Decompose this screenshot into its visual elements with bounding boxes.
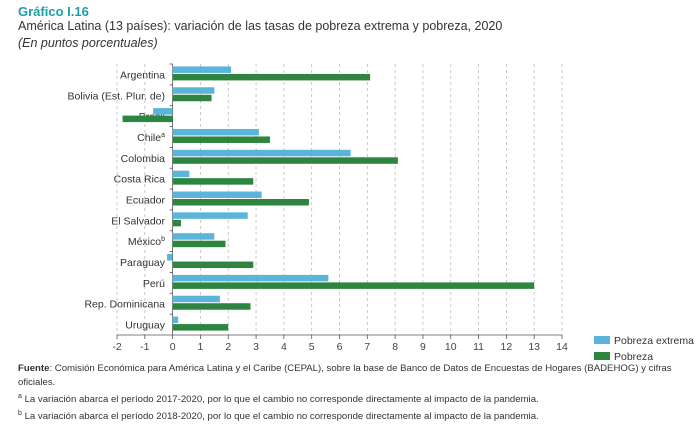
bar-pobreza-extrema [172, 149, 351, 157]
bar-pobreza-extrema [172, 87, 215, 94]
bar-pobreza-extrema [153, 108, 173, 115]
bar-pobreza-extrema [167, 254, 173, 261]
x-tick-label: 1 [198, 341, 204, 353]
bar-pobreza [172, 303, 251, 310]
category-label: Chilea [137, 132, 165, 144]
x-tick-label: 11 [473, 341, 484, 353]
source-note: Fuente: Comisión Económica para América … [18, 362, 700, 390]
chart-subtitle: (En puntos porcentuales) [18, 36, 158, 50]
x-tick-label: 10 [445, 341, 457, 353]
bar-pobreza-extrema [172, 128, 259, 136]
legend-label: Pobreza [614, 351, 653, 363]
note-b-text: La variación abarca el período 2018-2020… [21, 411, 539, 423]
x-tick-label: 8 [392, 341, 398, 353]
x-tick-label: 7 [364, 341, 370, 353]
bar-chart: -2 -1 0 1 2 3 4 5 6 7 8 9 10 11 12 13 14ArgentinaBolivia… [68, 63, 694, 363]
x-tick-label: 3 [253, 341, 259, 353]
bar-pobreza-extrema [172, 66, 232, 73]
legend-swatch [594, 352, 610, 360]
note-a-mark: a [18, 393, 22, 400]
bar-pobreza-extrema [172, 191, 262, 198]
bar-pobreza [172, 219, 181, 227]
x-tick-label: 13 [528, 341, 540, 353]
x-tick-label: -2 [112, 341, 121, 353]
source-label: Fuente [18, 363, 50, 374]
bar-pobreza [172, 282, 535, 289]
note-a-text: La variación abarca el período 2017-2020… [21, 394, 539, 406]
legend-swatch [594, 336, 610, 344]
category-label: Costa Rica [114, 174, 166, 186]
category-label: Ecuador [126, 195, 166, 207]
legend-label: Pobreza extrema [614, 335, 694, 347]
x-tick-label: 12 [501, 341, 513, 353]
category-superscript: a [161, 132, 165, 139]
category-label: Argentina [120, 69, 165, 81]
category-superscript: b [161, 236, 165, 243]
bar-pobreza-extrema [172, 295, 220, 303]
chart-label: Gráfico I.16 [18, 4, 89, 19]
bar-pobreza-extrema [172, 170, 190, 178]
x-tick-label: 0 [170, 341, 176, 353]
bar-pobreza [122, 115, 173, 123]
bar-pobreza [172, 240, 226, 248]
bar-pobreza [172, 157, 398, 164]
category-label: El Salvador [111, 215, 165, 227]
source-text: : Comisión Económica para América Latina… [18, 363, 672, 388]
x-tick-label: 14 [556, 341, 568, 353]
chart-title: América Latina (13 países): variación de… [18, 19, 503, 33]
category-label: Perú [143, 278, 165, 290]
category-label: Uruguay [125, 320, 165, 332]
category-label: Méxicob [128, 236, 165, 248]
note-a: a La variación abarca el período 2017-20… [18, 390, 700, 407]
bar-pobreza-extrema [172, 212, 248, 219]
bar-pobreza [172, 73, 371, 81]
x-tick-label: 9 [420, 341, 426, 353]
bar-pobreza-extrema [172, 316, 179, 324]
bar-pobreza [172, 199, 309, 206]
bar-pobreza [172, 324, 229, 331]
category-label: Colombia [121, 153, 166, 165]
note-b: b La variación abarca el período 2018-20… [18, 407, 700, 424]
x-tick-label: 2 [225, 341, 231, 353]
footnotes: Fuente: Comisión Económica para América … [18, 362, 700, 424]
bar-pobreza [172, 94, 212, 102]
bar-pobreza [172, 261, 254, 269]
bar-pobreza [172, 178, 254, 185]
category-label: Bolivia (Est. Plur. de) [68, 90, 165, 102]
x-tick-label: -1 [140, 341, 149, 353]
category-label: Rep. Dominicana [84, 299, 165, 311]
bar-pobreza-extrema [172, 233, 215, 240]
x-tick-label: 5 [309, 341, 315, 353]
category-label: Paraguay [120, 257, 166, 269]
x-tick-label: 6 [337, 341, 343, 353]
bar-pobreza-extrema [172, 274, 329, 282]
bar-pobreza [172, 136, 270, 143]
x-tick-label: 4 [281, 341, 287, 353]
